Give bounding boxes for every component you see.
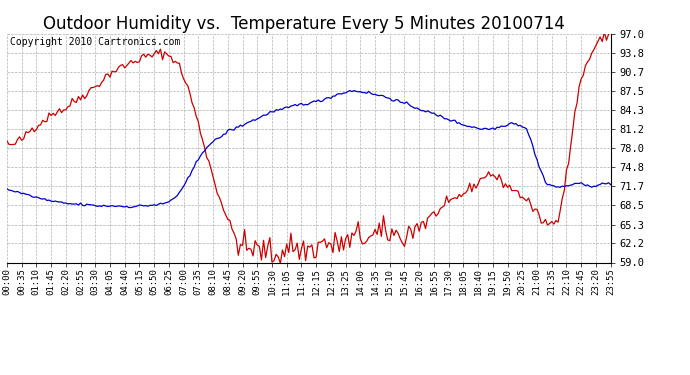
Text: Copyright 2010 Cartronics.com: Copyright 2010 Cartronics.com [10, 37, 180, 47]
Text: Outdoor Humidity vs.  Temperature Every 5 Minutes 20100714: Outdoor Humidity vs. Temperature Every 5… [43, 15, 564, 33]
